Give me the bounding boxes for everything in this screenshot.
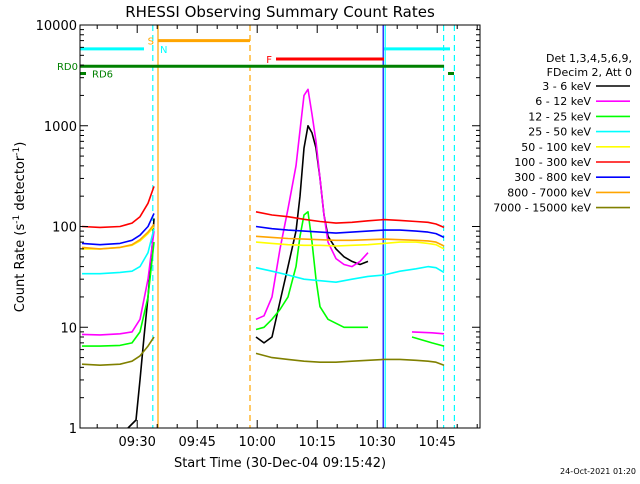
series-line-8 xyxy=(81,336,155,367)
legend-entry-label: 100 - 300 keV xyxy=(514,156,591,169)
timestamp: 24-Oct-2021 01:20 xyxy=(560,467,636,476)
y-tick-label: 10 xyxy=(60,321,77,336)
series-line-6 xyxy=(255,225,445,239)
y-axis-label: Count Rate (s-1 detector-1) xyxy=(12,142,28,313)
x-tick-label: 10:45 xyxy=(418,435,455,450)
legend-entry-label: 3 - 6 keV xyxy=(542,80,591,93)
series-line-7 xyxy=(255,235,445,247)
series-line-4 xyxy=(255,241,445,250)
legend-header: FDecim 2, Att 0 xyxy=(547,66,632,79)
series-line-5 xyxy=(255,211,445,229)
legend: Det 1,3,4,5,6,9,FDecim 2, Att 03 - 6 keV… xyxy=(493,52,632,215)
series-line-3 xyxy=(255,265,445,284)
y-tick-label: 10000 xyxy=(36,19,77,34)
y-axis-label-part: detector xyxy=(13,155,28,215)
legend-entry-label: 300 - 800 keV xyxy=(514,171,591,184)
flag-label: F xyxy=(266,55,272,66)
series-line-0 xyxy=(127,218,155,429)
x-tick-label: 09:45 xyxy=(178,435,215,450)
series-line-2 xyxy=(411,336,445,347)
plot-area xyxy=(80,25,455,429)
axes: S F RD0 RD6 N 1 10 100 1000 10000 09:30 09:45 10:00 1… xyxy=(36,19,481,450)
legend-entry-label: 800 - 7000 keV xyxy=(507,186,591,199)
legend-header: Det 1,3,4,5,6,9, xyxy=(546,52,632,65)
legend-entry-label: 25 - 50 keV xyxy=(528,126,591,139)
flag-label: N xyxy=(160,45,167,56)
series-line-2 xyxy=(255,211,368,331)
x-tick-label: 10:15 xyxy=(298,435,335,450)
x-tick-label: 10:30 xyxy=(358,435,395,450)
y-axis-label-part: ) xyxy=(13,142,28,147)
series-line-1 xyxy=(81,231,155,336)
legend-entry-label: 50 - 100 keV xyxy=(521,141,591,154)
series-line-8 xyxy=(255,352,445,366)
series-line-1 xyxy=(411,331,445,335)
plot-frame xyxy=(79,24,481,429)
x-tick-label: 09:30 xyxy=(118,435,155,450)
x-axis-label: Start Time (30-Dec-04 09:15:42) xyxy=(174,456,386,471)
flag-label: RD6 xyxy=(92,70,113,81)
series-line-7 xyxy=(81,223,155,250)
series-line-5 xyxy=(81,186,155,229)
y-axis-label-part: -1 xyxy=(12,215,22,224)
chart-title: RHESSI Observing Summary Count Rates xyxy=(125,3,435,21)
y-tick-label: 1 xyxy=(69,422,77,437)
legend-entry-label: 7000 - 15000 keV xyxy=(493,202,591,215)
series-line-6 xyxy=(81,213,155,246)
legend-entry-label: 12 - 25 keV xyxy=(528,110,591,123)
series-line-2 xyxy=(82,242,155,347)
series-line-3 xyxy=(82,228,155,275)
flag-label: S xyxy=(148,37,154,48)
legend-entry-label: 6 - 12 keV xyxy=(535,95,591,108)
y-axis-label-part: -1 xyxy=(12,147,22,156)
y-axis-label-part: Count Rate (s xyxy=(13,224,28,313)
series-line-0 xyxy=(255,125,369,344)
y-tick-label: 1000 xyxy=(44,120,77,135)
y-tick-label: 100 xyxy=(52,221,77,236)
series-line-1 xyxy=(255,88,369,321)
x-tick-label: 10:00 xyxy=(238,435,275,450)
flag-label: RD0 xyxy=(57,62,78,73)
